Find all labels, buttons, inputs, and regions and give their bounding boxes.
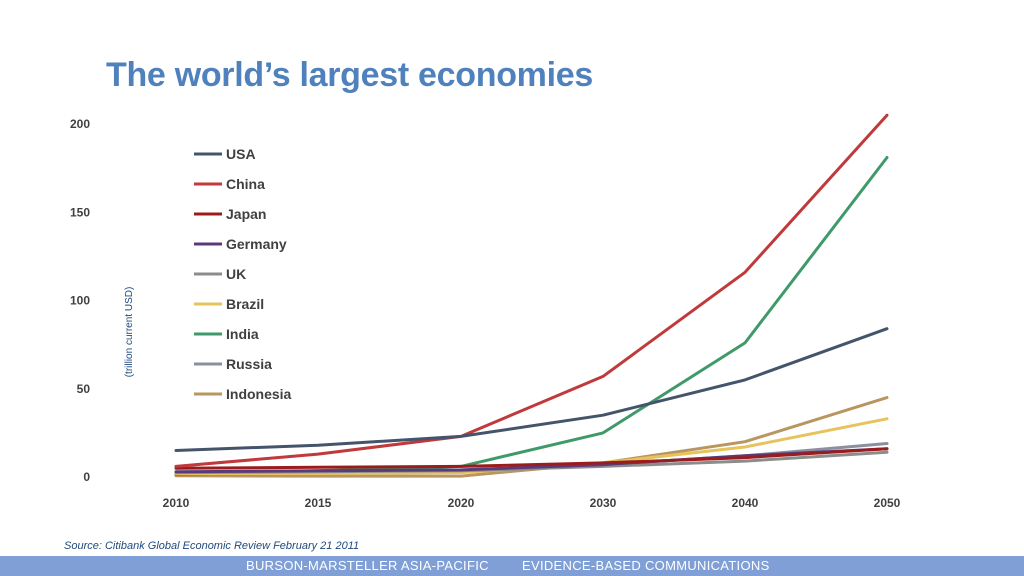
legend-label-germany: Germany: [226, 236, 287, 252]
footer-right-text: EVIDENCE-BASED COMMUNICATIONS: [522, 558, 770, 573]
footer-bar: BURSON-MARSTELLER ASIA-PACIFIC EVIDENCE-…: [0, 556, 1024, 576]
legend-label-indonesia: Indonesia: [226, 386, 292, 402]
legend-label-india: India: [226, 326, 259, 342]
y-axis-label: (trillion current USD): [124, 287, 135, 378]
legend-label-russia: Russia: [226, 356, 272, 372]
x-axis: 2010 2015 2020 2030 2040 2050: [163, 496, 901, 510]
legend: USA China Japan Germany UK Brazil India Russia I…: [194, 146, 292, 402]
y-axis: 0 50 100 150 200: [70, 117, 90, 484]
x-tick-label: 2040: [732, 496, 759, 510]
y-tick-label: 100: [70, 294, 90, 308]
line-chart: 0 50 100 150 200 2010 2015 2020 2030 2040 2050 (t…: [70, 113, 901, 510]
legend-label-brazil: Brazil: [226, 296, 264, 312]
series-lines: [174, 113, 889, 478]
y-tick-label: 0: [83, 470, 90, 484]
legend-label-usa: USA: [226, 146, 256, 162]
y-tick-label: 150: [70, 205, 90, 219]
series-line-japan: [174, 447, 889, 470]
x-tick-label: 2010: [163, 496, 190, 510]
legend-label-uk: UK: [226, 266, 246, 282]
x-tick-label: 2050: [874, 496, 901, 510]
x-tick-label: 2030: [590, 496, 617, 510]
legend-label-japan: Japan: [226, 206, 266, 222]
series-line-china: [174, 113, 889, 468]
series-line-usa: [174, 327, 889, 452]
x-tick-label: 2015: [305, 496, 332, 510]
footer-left-text: BURSON-MARSTELLER ASIA-PACIFIC: [246, 558, 489, 573]
legend-label-china: China: [226, 176, 265, 192]
slide-title: The world’s largest economies: [106, 56, 593, 94]
y-tick-label: 200: [70, 117, 90, 131]
y-tick-label: 50: [77, 382, 91, 396]
source-note: Source: Citibank Global Economic Review …: [64, 540, 360, 552]
x-tick-label: 2020: [448, 496, 475, 510]
